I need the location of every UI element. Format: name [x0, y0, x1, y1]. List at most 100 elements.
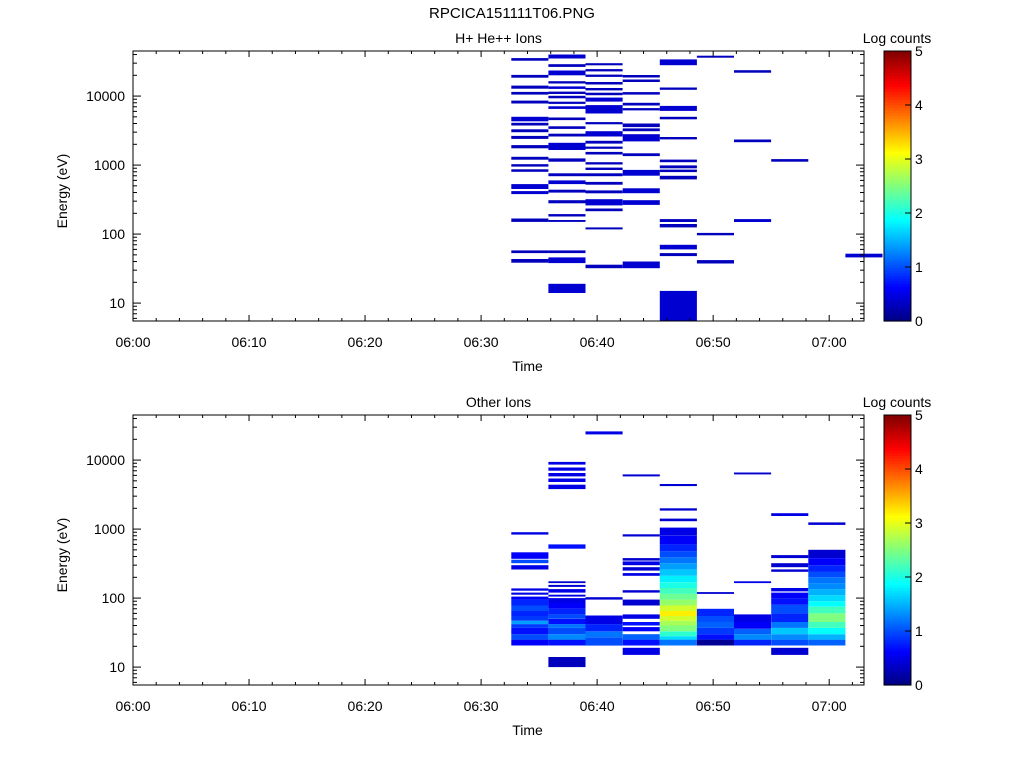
colorbar-segment: [884, 56, 911, 60]
heatmap-cell: [511, 250, 549, 254]
panel-other-ions: Other Ions 06:00 06:10 06:20 06:30 06:40 06:50…: [54, 394, 931, 738]
colorbar-segment: [884, 261, 911, 265]
heatmap-cell: [659, 631, 697, 637]
heatmap-cell: [696, 232, 734, 236]
heatmap-cell: [808, 595, 846, 602]
heatmap-cell: [771, 598, 809, 605]
heatmap-cell: [696, 592, 734, 594]
heatmap-cell: [548, 639, 586, 646]
heatmap-cell: [771, 604, 809, 614]
colorbar-tick-label: 0: [915, 677, 923, 693]
colorbar-segment: [884, 555, 911, 559]
y-axis-label: Energy (eV): [54, 154, 70, 229]
heatmap-cell: [659, 169, 697, 173]
colorbar-segment: [884, 153, 911, 157]
heatmap-cell: [548, 581, 586, 584]
colorbar-segment: [884, 304, 911, 309]
x-tick-label: 06:40: [580, 698, 615, 714]
colorbar-segment: [884, 67, 911, 71]
heatmap-cell: [548, 200, 586, 204]
colorbar-segment: [884, 647, 911, 651]
heatmap-cell: [511, 129, 549, 133]
heatmap-cell: [622, 169, 660, 176]
heatmap-cell: [548, 101, 586, 104]
colorbar-segment: [884, 277, 911, 282]
colorbar-segment: [884, 107, 911, 111]
colorbar-segment: [884, 226, 911, 230]
colorbar-segment: [884, 86, 911, 90]
heatmap-cell: [548, 250, 586, 254]
heatmap-cell: [585, 597, 623, 600]
y-tick-label: 1000: [94, 157, 125, 173]
colorbar-segment: [884, 134, 911, 138]
heatmap-cell: [734, 70, 772, 73]
heatmap-cell: [548, 614, 586, 619]
colorbar-segment: [884, 172, 911, 176]
colorbar-segment: [884, 299, 911, 303]
heatmap-cell: [548, 594, 586, 597]
x-tick-label: 06:50: [696, 698, 731, 714]
heatmap-cell: [659, 639, 697, 646]
colorbar-tick-label: 2: [915, 569, 923, 585]
heatmap-cell: [771, 639, 809, 646]
heatmap-cell: [585, 264, 623, 269]
colorbar-segment: [884, 487, 911, 492]
colorbar-segment: [884, 460, 911, 465]
heatmap-cell: [659, 137, 697, 140]
heatmap-cell: [622, 474, 660, 477]
heatmap-cell: [808, 589, 846, 596]
colorbar-segment: [884, 264, 911, 268]
heatmap-cell: [548, 627, 586, 635]
colorbar-segment: [884, 444, 911, 448]
heatmap-cell: [548, 220, 586, 222]
heatmap-cells: [511, 431, 846, 668]
y-tick-label: 10000: [86, 452, 125, 468]
colorbar-segment: [884, 577, 911, 581]
colorbar-segment: [884, 169, 911, 174]
colorbar-segment: [884, 269, 911, 273]
colorbar-segment: [884, 196, 911, 201]
colorbar-segment: [884, 318, 911, 322]
colorbar-segment: [884, 536, 911, 540]
heatmap-cell: [659, 518, 697, 522]
heatmap-cell: [548, 86, 586, 89]
colorbar-segment: [884, 547, 911, 551]
heatmap-cell: [771, 513, 809, 516]
heatmap-cell: [771, 588, 809, 592]
colorbar-segment: [884, 256, 911, 260]
colorbar-segment: [884, 118, 911, 122]
colorbar-segment: [884, 229, 911, 233]
heatmap-cell: [696, 634, 734, 640]
colorbar-segment: [884, 291, 911, 295]
heatmap-cell: [771, 613, 809, 622]
colorbar-segment: [884, 452, 911, 457]
colorbar-segment: [884, 466, 911, 470]
colorbar-segment: [884, 625, 911, 629]
colorbar-label: Log counts: [863, 30, 932, 46]
heatmap-cell: [771, 592, 809, 599]
colorbar-segment: [884, 628, 911, 632]
heatmap-cell: [548, 603, 586, 609]
colorbar-segment: [884, 604, 911, 608]
x-tick-label: 06:30: [464, 334, 499, 350]
heatmap-cell: [511, 565, 549, 570]
colorbar-segment: [884, 433, 911, 438]
colorbar-tick-label: 1: [915, 623, 923, 639]
heatmap-cell: [585, 167, 623, 170]
heatmap-cell: [511, 532, 549, 535]
colorbar-segment: [884, 517, 911, 521]
heatmap-cell: [548, 64, 586, 67]
heatmap-cell: [511, 164, 549, 167]
x-tick-label: 06:10: [232, 698, 267, 714]
heatmap-cell: [548, 106, 586, 109]
heatmap-cell: [585, 92, 623, 96]
heatmap-cell: [734, 139, 772, 143]
colorbar-tick-label: 2: [915, 205, 923, 221]
heatmap-cell: [548, 158, 586, 162]
heatmap-cell: [696, 608, 734, 616]
heatmap-cell: [622, 590, 660, 593]
colorbar-segment: [884, 601, 911, 605]
heatmap-cell: [659, 87, 697, 90]
colorbar-segment: [884, 531, 911, 535]
